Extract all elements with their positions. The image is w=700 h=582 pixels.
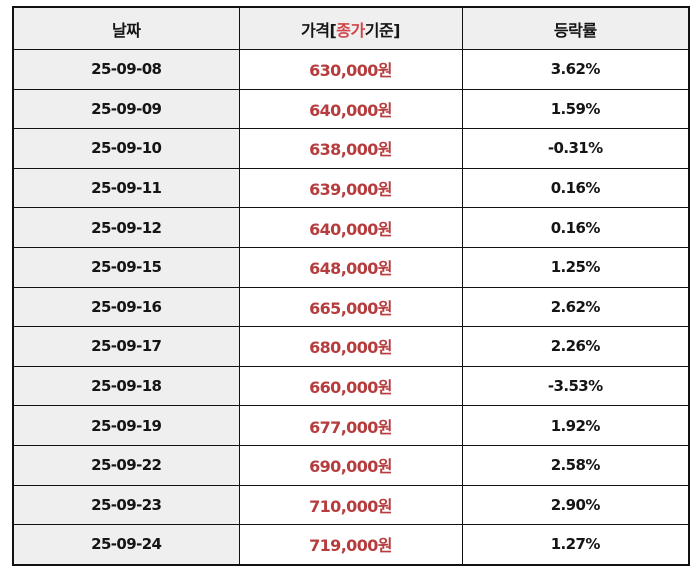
header-price-highlight: 종가 xyxy=(336,20,365,40)
date-cell: 25-09-24 xyxy=(12,524,240,566)
table-row: 25-09-19 677,000원 1.92% xyxy=(12,405,690,446)
price-cell: 640,000원 xyxy=(238,88,463,130)
table-row: 25-09-08 630,000원 3.62% xyxy=(12,49,690,90)
header-change: 등락률 xyxy=(461,6,690,50)
date-cell: 25-09-10 xyxy=(12,128,240,169)
change-cell: 0.16% xyxy=(461,207,690,248)
date-cell: 25-09-09 xyxy=(12,88,240,130)
header-row: 날짜 가격[종가기준] 등락률 xyxy=(12,6,690,50)
table-body: 25-09-08 630,000원 3.62% 25-09-09 640,000원 1.… xyxy=(12,49,690,566)
header-date: 날짜 xyxy=(12,6,240,50)
table-row: 25-09-12 640,000원 0.16% xyxy=(12,207,690,248)
table-row: 25-09-24 719,000원 1.27% xyxy=(12,524,690,566)
header-price-suffix: 기준] xyxy=(364,20,401,40)
table-row: 25-09-11 639,000원 0.16% xyxy=(12,167,690,209)
price-cell: 640,000원 xyxy=(238,207,463,248)
change-cell: 3.62% xyxy=(461,49,690,90)
table-row: 25-09-18 660,000원 -3.53% xyxy=(12,365,690,407)
change-cell: 2.62% xyxy=(461,286,690,328)
date-cell: 25-09-18 xyxy=(12,365,240,407)
date-cell: 25-09-08 xyxy=(12,49,240,90)
date-cell: 25-09-16 xyxy=(12,286,240,328)
price-cell: 638,000원 xyxy=(238,128,463,169)
change-cell: 2.26% xyxy=(461,326,690,367)
price-cell: 690,000원 xyxy=(238,444,463,486)
table-row: 25-09-23 710,000원 2.90% xyxy=(12,484,690,526)
table-row: 25-09-15 648,000원 1.25% xyxy=(12,246,690,288)
table-row: 25-09-09 640,000원 1.59% xyxy=(12,88,690,130)
change-cell: 1.59% xyxy=(461,88,690,130)
price-cell: 677,000원 xyxy=(238,405,463,446)
change-cell: 1.25% xyxy=(461,246,690,288)
change-cell: -0.31% xyxy=(461,128,690,169)
table-row: 25-09-22 690,000원 2.58% xyxy=(12,444,690,486)
date-cell: 25-09-15 xyxy=(12,246,240,288)
change-cell: -3.53% xyxy=(461,365,690,407)
date-cell: 25-09-12 xyxy=(12,207,240,248)
date-cell: 25-09-17 xyxy=(12,326,240,367)
price-cell: 680,000원 xyxy=(238,326,463,367)
header-price: 가격[종가기준] xyxy=(238,6,463,50)
table-row: 25-09-16 665,000원 2.62% xyxy=(12,286,690,328)
table-row: 25-09-10 638,000원 -0.31% xyxy=(12,128,690,169)
date-cell: 25-09-19 xyxy=(12,405,240,446)
change-cell: 1.27% xyxy=(461,524,690,566)
date-cell: 25-09-23 xyxy=(12,484,240,526)
change-cell: 2.90% xyxy=(461,484,690,526)
header-price-prefix: 가격[ xyxy=(301,20,337,40)
table-header: 날짜 가격[종가기준] 등락률 xyxy=(12,6,690,50)
price-cell: 639,000원 xyxy=(238,167,463,209)
price-cell: 630,000원 xyxy=(238,49,463,90)
date-cell: 25-09-22 xyxy=(12,444,240,486)
price-cell: 710,000원 xyxy=(238,484,463,526)
price-cell: 665,000원 xyxy=(238,286,463,328)
price-cell: 648,000원 xyxy=(238,246,463,288)
price-cell: 660,000원 xyxy=(238,365,463,407)
price-cell: 719,000원 xyxy=(238,524,463,566)
change-cell: 1.92% xyxy=(461,405,690,446)
table-row: 25-09-17 680,000원 2.26% xyxy=(12,326,690,367)
change-cell: 0.16% xyxy=(461,167,690,209)
date-cell: 25-09-11 xyxy=(12,167,240,209)
change-cell: 2.58% xyxy=(461,444,690,486)
stock-price-table: 날짜 가격[종가기준] 등락률 25-09-08 630,000원 3.62% 25… xyxy=(12,6,690,566)
